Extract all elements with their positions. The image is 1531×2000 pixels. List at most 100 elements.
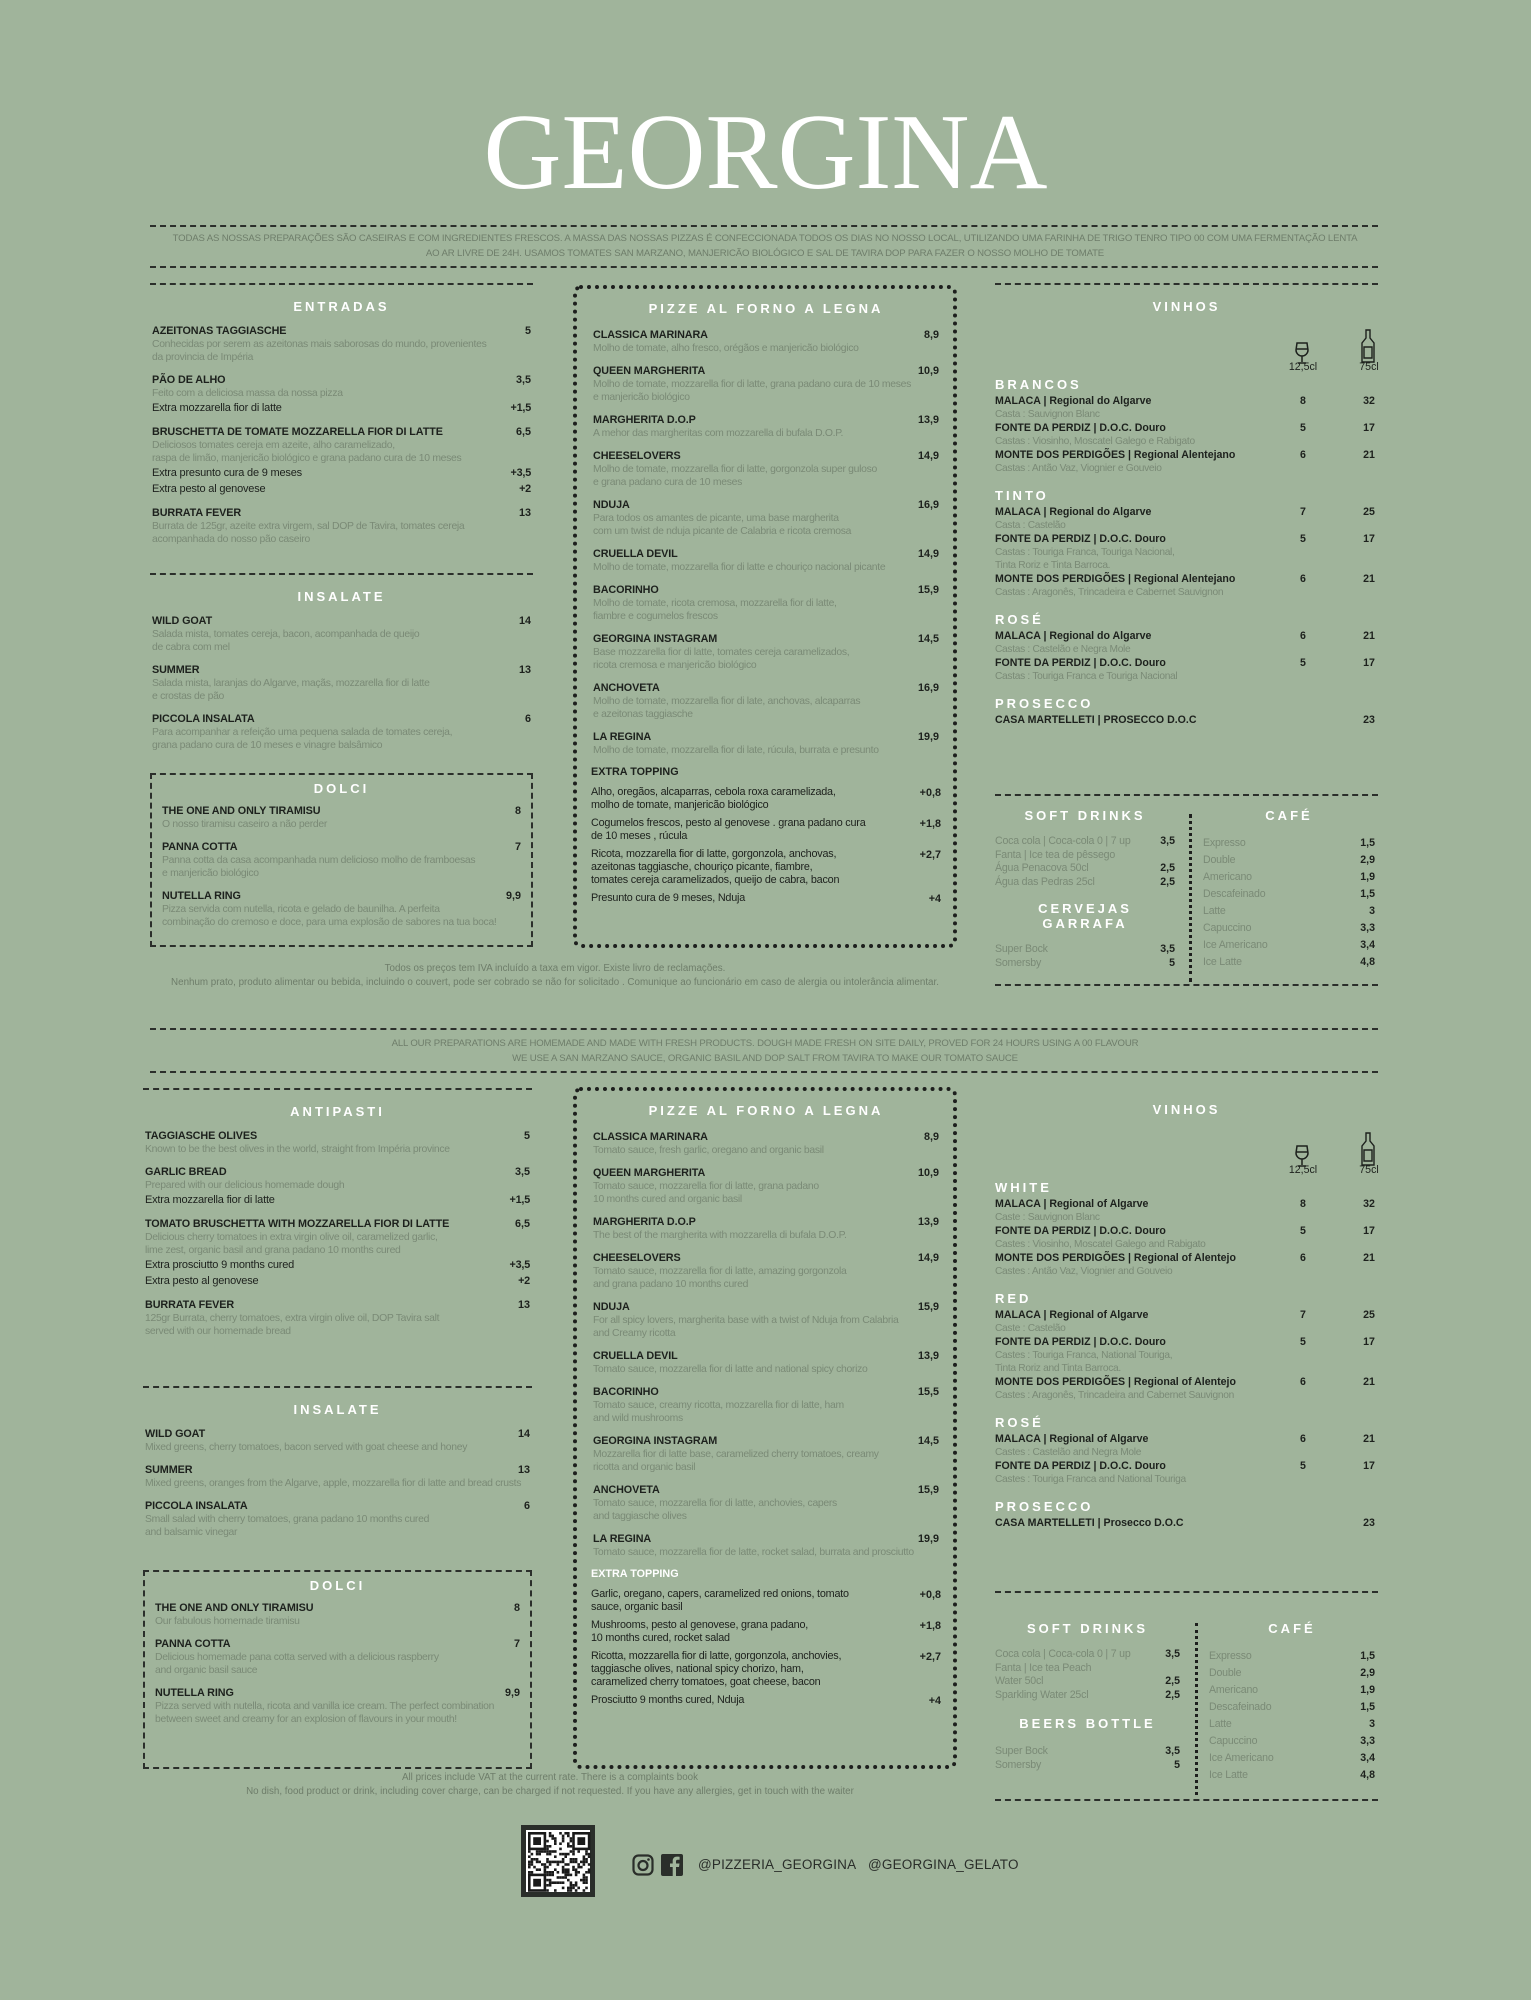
- item-price: 8,9: [923, 329, 939, 341]
- drink-name: Descafeinado: [1209, 1701, 1272, 1713]
- item-price: 13: [517, 1464, 530, 1476]
- wine-bottle-price: 17: [1363, 1336, 1375, 1348]
- item-price: 13: [518, 507, 531, 519]
- item-price: 14,9: [917, 1252, 939, 1264]
- item-extra: Extra pesto al genovese +2: [145, 1273, 530, 1289]
- wine-grapes: Casta : Sauvignon Blanc: [995, 409, 1100, 420]
- item-name: BURRATA FEVER: [145, 1299, 235, 1311]
- wine-item: MALACA | Regional do Algarve Castas : Cas…: [995, 629, 1378, 656]
- wine-glass-price: 5: [1300, 533, 1306, 545]
- drink-price: 3,5: [1160, 835, 1175, 847]
- item-description: Deliciosos tomates cereja em azeite, alh…: [152, 440, 462, 464]
- drink-item: Ice Latte 4,8: [1209, 1767, 1375, 1784]
- section-title: INSALATE: [297, 589, 386, 604]
- wine-glass-price: 5: [1300, 657, 1306, 669]
- section-title: SOFT DRINKS: [1024, 808, 1146, 823]
- wine-bottle-price: 17: [1363, 1225, 1375, 1237]
- menu-item-header: MARGHERITA D.O.P 13,9: [593, 413, 939, 427]
- item-name: MARGHERITA D.O.P: [593, 414, 696, 426]
- item-description: A mehor das margheritas com mozzarella d…: [593, 428, 844, 439]
- drink-item: Descafeinado 1,5: [1203, 886, 1375, 903]
- section-title: CAFÉ: [1268, 1621, 1316, 1636]
- drink-name: Ice Americano: [1203, 939, 1268, 951]
- item-price: 9,9: [504, 1687, 520, 1699]
- item-name: CLASSICA MARINARA: [593, 1131, 708, 1143]
- item-name: BACORINHO: [593, 584, 659, 596]
- item-extra: Extra presunto cura de 9 meses +3,5: [152, 465, 531, 481]
- item-price: 13: [517, 1299, 530, 1311]
- menu-item-header: WILD GOAT 14: [145, 1427, 530, 1441]
- wine-name: FONTE DA PERDIZ | D.O.C. Douro: [995, 1460, 1166, 1472]
- qr-code[interactable]: [521, 1825, 595, 1897]
- item-price: 10,9: [917, 1167, 939, 1179]
- drink-price: 1,5: [1360, 837, 1375, 849]
- section-dolci: DOLCI THE ONE AND ONLY TIRAMISU 8 O nosso …: [150, 773, 533, 947]
- glass-size-label: 12,5cl: [1288, 361, 1318, 373]
- facebook-icon[interactable]: [661, 1854, 683, 1876]
- drink-name: Super Bock: [995, 1745, 1048, 1757]
- menu-item: BURRATA FEVER 13 Burrata de 125gr, azeite …: [152, 506, 531, 546]
- section-title: ANTIPASTI: [290, 1104, 385, 1119]
- item-description: 125gr Burrata, cherry tomatoes, extra vi…: [145, 1313, 440, 1337]
- item-name: PÃO DE ALHO: [152, 374, 226, 386]
- drink-price: 5: [1169, 956, 1175, 969]
- item-name: ANCHOVETA: [593, 1484, 660, 1496]
- instagram-handle-gelato[interactable]: @GEORGINA_GELATO: [868, 1857, 1019, 1872]
- menu-item-header: PÃO DE ALHO 3,5: [152, 373, 531, 387]
- menu-item: LA REGINA 19,9 Tomato sauce, mozzarella fi…: [593, 1532, 939, 1559]
- drink-name: Water 50cl: [995, 1675, 1044, 1687]
- menu-item-header: CLASSICA MARINARA 8,9: [593, 328, 939, 342]
- menu-item: AZEITONAS TAGGIASCHE 5 Conhecidas por sere…: [152, 324, 531, 364]
- drink-name: Super Bock: [995, 943, 1048, 955]
- drink-name: Somersby: [995, 956, 1042, 969]
- item-description: Tomato sauce, mozzarella fior di latte, …: [593, 1266, 847, 1290]
- item-price: 15,9: [917, 1301, 939, 1313]
- wine-item: FONTE DA PERDIZ | D.O.C. Douro Castas : T…: [995, 532, 1378, 572]
- drink-price: 1,9: [1360, 871, 1375, 883]
- menu-item-header: QUEEN MARGHERITA 10,9: [593, 1166, 939, 1180]
- glass-size-label: 12,5cl: [1288, 1164, 1318, 1176]
- item-name: WILD GOAT: [145, 1428, 206, 1440]
- drink-name: Capuccino: [1203, 922, 1252, 934]
- menu-item-header: PICCOLA INSALATA 6: [152, 712, 531, 726]
- extra-topping-price: +2,7: [919, 1651, 941, 1663]
- drink-name: Ice Americano: [1209, 1752, 1274, 1764]
- wine-name: MALACA | Regional do Algarve: [995, 506, 1152, 518]
- instagram-icon[interactable]: [632, 1854, 654, 1876]
- wine-name: MALACA | Regional of Algarve: [995, 1433, 1149, 1445]
- item-price: 9,9: [505, 890, 521, 902]
- section-insalate: INSALATE WILD GOAT 14 Mixed greens, cherry…: [143, 1386, 532, 1548]
- item-description: Tomato sauce, fresh garlic, oregano and …: [593, 1145, 824, 1156]
- item-name: CHEESELOVERS: [593, 450, 681, 462]
- item-description: Mozzarella fior di latte base, carameliz…: [593, 1449, 879, 1473]
- menu-item: GARLIC BREAD 3,5 Prepared with our delicio…: [145, 1165, 530, 1208]
- wine-bottle-price: 21: [1363, 449, 1375, 461]
- item-name: GEORGINA INSTAGRAM: [593, 1435, 718, 1447]
- item-name: THE ONE AND ONLY TIRAMISU: [162, 805, 321, 817]
- section-insalate: INSALATE WILD GOAT 14 Salada mista, tomate…: [150, 573, 533, 761]
- item-name: CLASSICA MARINARA: [593, 329, 708, 341]
- item-price: 13,9: [917, 1350, 939, 1362]
- menu-item-header: PANNA COTTA 7: [162, 840, 521, 854]
- menu-item: TOMATO BRUSCHETTA WITH MOZZARELLA FIOR D…: [145, 1217, 530, 1289]
- menu-item: QUEEN MARGHERITA 10,9 Tomato sauce, mozzar…: [593, 1166, 939, 1206]
- item-name: THE ONE AND ONLY TIRAMISU: [155, 1602, 314, 1614]
- wine-name: MONTE DOS PERDIGÕES | Regional of Alente…: [995, 1376, 1236, 1388]
- item-name: WILD GOAT: [152, 615, 213, 627]
- menu-item-header: CHEESELOVERS 14,9: [593, 449, 939, 463]
- menu-item-header: THE ONE AND ONLY TIRAMISU 8: [155, 1601, 520, 1615]
- section-title: VINHOS: [1152, 1102, 1221, 1117]
- drink-item: Double 2,9: [1209, 1665, 1375, 1682]
- drink-name: Double: [1209, 1667, 1242, 1679]
- extra-price: +3,5: [509, 1259, 530, 1271]
- wine-glass-price: 7: [1300, 506, 1306, 518]
- drink-item: Água das Pedras 25cl 2,5: [995, 876, 1175, 890]
- item-price: 14: [518, 615, 531, 627]
- wine-name: MONTE DOS PERDIGÕES | Regional of Alente…: [995, 1252, 1236, 1264]
- drink-item: Somersby 5: [995, 957, 1175, 971]
- menu-item: CRUELLA DEVIL 14,9 Molho de tomate, mozzar…: [593, 547, 939, 574]
- wine-group-title: ROSÉ: [995, 1415, 1044, 1430]
- instagram-handle-pizzeria[interactable]: @PIZZERIA_GEORGINA: [698, 1857, 857, 1872]
- drink-name: Coca cola | Coca-cola 0 | 7 up: [995, 1648, 1131, 1660]
- menu-item-header: NDUJA 16,9: [593, 498, 939, 512]
